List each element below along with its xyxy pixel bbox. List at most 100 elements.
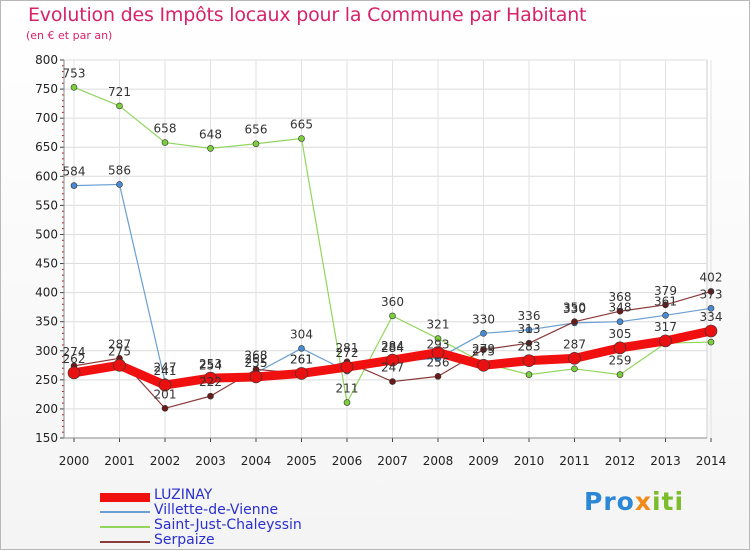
data-point — [70, 182, 78, 189]
data-point — [568, 352, 581, 365]
data-point — [434, 373, 442, 380]
data-point — [525, 371, 533, 378]
data-point — [343, 399, 351, 406]
data-point — [522, 354, 536, 367]
data-point — [434, 335, 442, 342]
x-tick-label: 2002 — [150, 454, 181, 468]
data-point — [525, 339, 533, 347]
logo-part-2: x — [634, 487, 652, 516]
chart-title: Evolution des Impôts locaux pour la Comm… — [28, 4, 587, 26]
data-label: 211 — [336, 382, 359, 396]
legend-swatch — [100, 492, 150, 502]
data-point — [613, 341, 627, 355]
data-label: 348 — [609, 301, 632, 315]
data-label: 656 — [245, 123, 268, 137]
data-label: 201 — [154, 387, 177, 401]
y-tick-label: 550 — [35, 198, 58, 212]
data-point — [252, 140, 260, 148]
data-label: 279 — [472, 342, 495, 356]
data-label: 368 — [609, 290, 632, 304]
y-tick-label: 400 — [35, 286, 58, 300]
data-point — [571, 365, 578, 373]
data-label: 268 — [245, 348, 268, 362]
data-label: 275 — [472, 344, 495, 358]
data-label: 281 — [336, 341, 359, 355]
data-point — [616, 318, 624, 325]
plot-area — [63, 59, 708, 439]
data-point — [295, 367, 308, 380]
x-tick-label: 2006 — [332, 454, 363, 468]
data-point — [480, 330, 487, 337]
y-tick-label: 800 — [35, 53, 58, 67]
data-label: 261 — [290, 352, 313, 366]
data-label: 313 — [518, 322, 541, 336]
data-label: 247 — [381, 361, 404, 375]
x-tick-label: 2001 — [104, 454, 135, 468]
data-point — [340, 360, 354, 374]
x-tick-label: 2004 — [241, 454, 272, 468]
data-point — [662, 311, 669, 319]
data-point — [477, 359, 490, 372]
x-tick-label: 2000 — [59, 454, 90, 468]
chart-subtitle: (en € et par an) — [26, 29, 113, 42]
legend-label: Villette-de-Vienne — [154, 502, 279, 518]
data-label: 259 — [609, 354, 632, 368]
legend-label: Serpaize — [154, 532, 215, 548]
data-label: 402 — [700, 270, 723, 284]
data-point — [386, 353, 399, 367]
data-label: 241 — [154, 364, 177, 378]
data-label: 361 — [654, 294, 677, 308]
data-label: 305 — [609, 327, 632, 341]
x-tick-label: 2010 — [514, 454, 545, 468]
data-point — [298, 345, 305, 352]
y-tick-label: 150 — [35, 431, 58, 445]
y-tick-label: 700 — [35, 111, 58, 125]
x-tick-label: 2009 — [468, 454, 499, 468]
data-label: 287 — [108, 337, 131, 351]
x-tick-label: 2011 — [559, 454, 590, 468]
data-point — [70, 84, 78, 91]
data-label: 721 — [108, 85, 131, 99]
data-label: 373 — [700, 287, 723, 301]
data-point — [161, 405, 169, 412]
data-point — [116, 102, 123, 110]
data-point — [67, 366, 81, 380]
legend-swatch — [100, 526, 150, 528]
x-tick-label: 2008 — [423, 454, 454, 468]
data-label: 321 — [427, 318, 450, 332]
data-point — [707, 338, 715, 346]
data-label: 330 — [472, 312, 495, 326]
data-label: 247 — [154, 361, 177, 375]
data-point — [707, 305, 715, 312]
x-tick-label: 2003 — [195, 454, 226, 468]
data-point — [704, 324, 718, 338]
data-label: 255 — [245, 356, 268, 370]
data-label: 284 — [381, 341, 404, 355]
y-tick-label: 650 — [35, 140, 58, 154]
x-tick-label: 2012 — [605, 454, 636, 468]
y-tick-label: 250 — [35, 373, 58, 387]
data-label: 262 — [245, 352, 268, 366]
series-layer — [67, 84, 718, 412]
proxiti-logo: Proxiti — [584, 487, 684, 516]
data-point — [431, 346, 445, 359]
data-label: 648 — [199, 127, 222, 141]
series-luzinay — [67, 324, 718, 392]
x-tick-label: 2005 — [286, 454, 317, 468]
data-point — [389, 312, 396, 320]
x-tick-label: 2014 — [696, 454, 727, 468]
data-point — [207, 392, 214, 400]
data-label: 317 — [654, 320, 677, 334]
data-point — [207, 145, 214, 152]
data-label: 222 — [199, 375, 222, 389]
data-point — [616, 307, 624, 315]
data-label: 334 — [700, 310, 723, 324]
data-point — [113, 359, 126, 372]
data-label: 330 — [563, 302, 586, 316]
data-point — [298, 135, 305, 142]
data-label: 274 — [63, 345, 86, 359]
x-tick-label: 2007 — [377, 454, 408, 468]
axes: 150 200 250 300 350 400 450 500 550 600 650 700 750 8… — [35, 53, 726, 468]
data-label: 272 — [336, 346, 359, 360]
